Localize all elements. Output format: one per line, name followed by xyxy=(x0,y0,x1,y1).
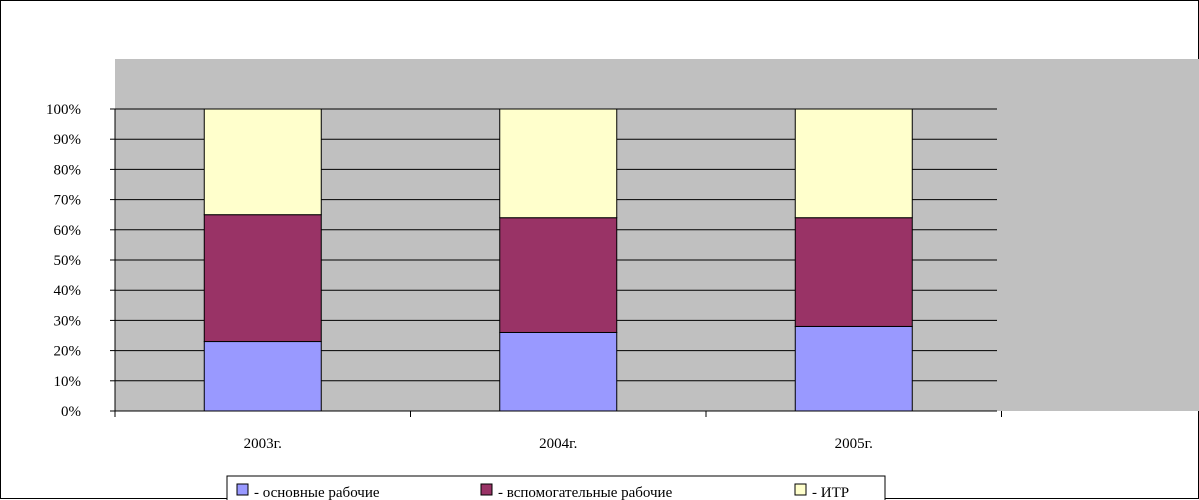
y-tick-label: 30% xyxy=(54,313,82,329)
bar-segment xyxy=(499,108,618,219)
bar-segment xyxy=(794,325,913,412)
x-tick-label: 2003г. xyxy=(244,436,282,452)
legend-swatch xyxy=(236,483,249,496)
y-tick-label: 10% xyxy=(54,374,82,390)
y-tick-label: 20% xyxy=(54,344,82,360)
bar-segment xyxy=(794,108,913,219)
bar-segment xyxy=(203,341,322,412)
legend-label: - вспомогательные рабочие xyxy=(498,485,673,500)
bars xyxy=(203,108,913,412)
y-tick-label: 60% xyxy=(54,223,82,239)
y-tick-label: 70% xyxy=(54,193,82,209)
bar-segment xyxy=(203,108,322,216)
y-tick-label: 0% xyxy=(61,404,81,420)
bar-segment xyxy=(499,331,618,412)
x-tick-labels: 2003г. 2004г. 2005г. xyxy=(244,436,873,452)
y-tick-label: 100% xyxy=(46,102,81,118)
legend-label: - ИТР xyxy=(812,485,849,500)
y-tick-label: 40% xyxy=(54,283,82,299)
legend: - основные рабочие - вспомогательные рабо… xyxy=(226,475,886,500)
x-tick-label: 2005г. xyxy=(835,436,873,452)
y-tick-label: 90% xyxy=(54,132,82,148)
legend-swatch xyxy=(480,483,493,496)
bar-segment xyxy=(794,217,913,327)
x-tick-label: 2004г. xyxy=(539,436,577,452)
y-tick-label: 80% xyxy=(54,162,82,178)
y-tick-label: 50% xyxy=(54,253,82,269)
y-tick-labels: 0% 10% 20% 30% 40% 50% 60% 70% 80% 90% 100% xyxy=(46,102,81,420)
legend-box xyxy=(226,475,886,500)
legend-swatch xyxy=(794,483,807,496)
axes xyxy=(110,108,1002,417)
legend-label: - основные рабочие xyxy=(254,485,380,500)
bar-segment xyxy=(203,214,322,343)
bar-segment xyxy=(499,217,618,333)
